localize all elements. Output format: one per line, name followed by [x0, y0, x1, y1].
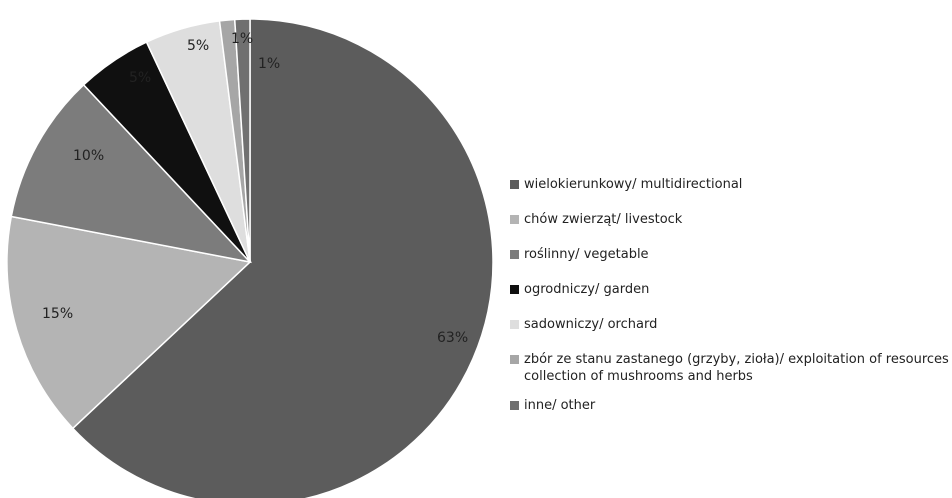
- slice-data-label: 5%: [187, 38, 209, 54]
- chart-legend: wielokierunkowy/ multidirectional chów zw…: [510, 176, 950, 432]
- slice-data-label: 10%: [73, 148, 104, 164]
- pie-slice: [71, 18, 494, 498]
- legend-swatch: [510, 320, 519, 329]
- legend-label: inne/ other: [524, 398, 596, 413]
- pie-slice: [10, 83, 253, 264]
- legend-label: ogrodniczy/ garden: [524, 282, 650, 297]
- legend-swatch: [510, 355, 519, 364]
- legend-item: chów zwierząt/ livestock: [510, 211, 950, 246]
- slice-data-label: 63%: [437, 330, 468, 346]
- legend-item: sadowniczy/ orchard: [510, 316, 950, 351]
- legend-label: zbór ze stanu zastanego (grzyby, zioła)/…: [524, 352, 949, 384]
- slice-data-label: 15%: [42, 306, 73, 322]
- slice-data-label: 1%: [231, 31, 253, 47]
- legend-swatch: [510, 401, 519, 410]
- legend-item: wielokierunkowy/ multidirectional: [510, 176, 950, 211]
- slice-data-label: 5%: [129, 70, 151, 86]
- legend-label: roślinny/ vegetable: [524, 247, 649, 262]
- pie-slice: [6, 215, 252, 430]
- legend-swatch: [510, 285, 519, 294]
- legend-label: sadowniczy/ orchard: [524, 317, 658, 332]
- legend-label: wielokierunkowy/ multidirectional: [524, 177, 743, 192]
- legend-item: ogrodniczy/ garden: [510, 281, 950, 316]
- legend-item: roślinny/ vegetable: [510, 246, 950, 281]
- slice-data-label: 1%: [258, 56, 280, 72]
- legend-item: inne/ other: [510, 397, 950, 432]
- pie-slice: [233, 18, 251, 263]
- legend-item: zbór ze stanu zastanego (grzyby, zioła)/…: [510, 351, 950, 397]
- legend-swatch: [510, 215, 519, 224]
- legend-label: chów zwierząt/ livestock: [524, 212, 683, 227]
- legend-swatch: [510, 180, 519, 189]
- legend-swatch: [510, 250, 519, 259]
